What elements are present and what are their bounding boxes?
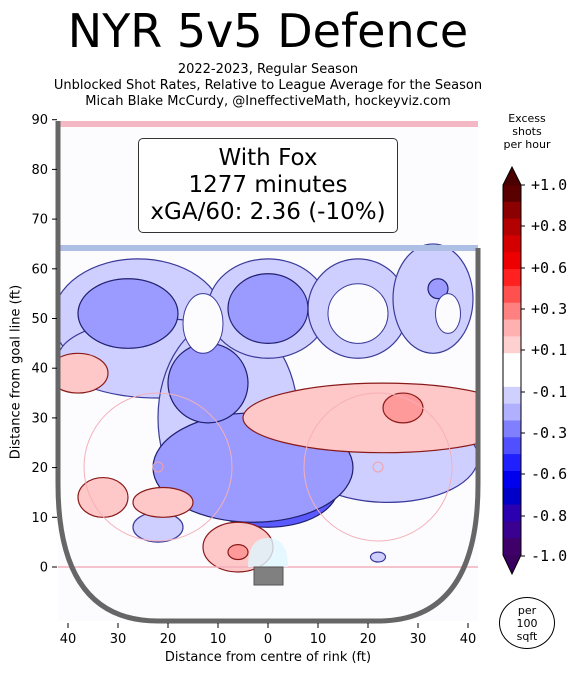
heat-hole xyxy=(435,293,461,334)
colorbar-segment xyxy=(503,420,521,438)
per100-line: per xyxy=(517,603,537,617)
x-tick-label: 10 xyxy=(310,632,327,647)
subtitle-author: Micah Blake McCurdy, @IneffectiveMath, h… xyxy=(85,94,451,109)
colorbar-segment xyxy=(503,386,521,405)
colorbar-segment xyxy=(503,319,521,337)
heat-hole xyxy=(327,283,389,344)
info-xga: xGA/60: 2.36 (-10%) xyxy=(150,199,386,225)
per100-line: sqft xyxy=(516,629,538,643)
colorbar-segment xyxy=(503,302,521,321)
y-tick-label: 90 xyxy=(31,113,48,128)
y-tick-label: 20 xyxy=(31,461,48,476)
colorbar-segment xyxy=(503,470,521,489)
y-tick-label: 40 xyxy=(31,362,48,377)
colorbar-title: Excess shots per hour xyxy=(496,112,558,151)
y-axis-label: Distance from goal line (ft) xyxy=(8,284,24,460)
x-axis-label: Distance from centre of rink (ft) xyxy=(164,650,372,665)
info-minutes: 1277 minutes xyxy=(188,172,348,198)
colorbar-label: +0.8 xyxy=(531,217,567,235)
faceoff-circle-right xyxy=(303,392,453,542)
colorbar: +1.0 +0.8 +0.6 +0.3 +0.1 -0.1 -0.3 -0.6 -0.8 -1.0 xyxy=(502,165,567,576)
colorbar-segment xyxy=(503,218,521,236)
x-tick-label: 30 xyxy=(110,632,127,647)
heat-region xyxy=(77,278,179,349)
heat-hole xyxy=(182,293,224,354)
colorbar-label: +1.0 xyxy=(531,176,567,194)
info-box: With Fox 1277 minutes xGA/60: 2.36 (-10%… xyxy=(138,138,398,233)
heat-region xyxy=(427,278,449,300)
info-player: With Fox xyxy=(218,145,318,171)
colorbar-label: -0.1 xyxy=(531,383,567,401)
colorbar-label: -1.0 xyxy=(531,547,567,565)
colorbar-label: -0.6 xyxy=(531,465,567,483)
goal-crease xyxy=(248,538,288,567)
colorbar-segment xyxy=(503,403,521,421)
colorbar-title-line: shots xyxy=(512,125,542,138)
y-tick-label: 60 xyxy=(31,262,48,277)
heat-region xyxy=(58,352,109,394)
x-tick-label: 30 xyxy=(410,632,427,647)
rink-boards xyxy=(55,121,481,624)
faceoff-dot-left xyxy=(152,461,164,473)
colorbar-label: -0.8 xyxy=(531,507,567,525)
colorbar-arrow-bottom xyxy=(503,555,521,574)
heat-region xyxy=(77,476,129,518)
x-tick-label: 20 xyxy=(160,632,177,647)
colorbar-segment xyxy=(503,201,521,220)
colorbar-segment xyxy=(503,437,521,455)
subtitle-description: Unblocked Shot Rates, Relative to League… xyxy=(53,78,483,93)
colorbar-segment xyxy=(503,185,521,203)
colorbar-segment xyxy=(503,285,521,304)
colorbar-segment xyxy=(503,269,521,287)
colorbar-label: +0.6 xyxy=(531,259,567,277)
colorbar-segment xyxy=(503,504,521,522)
colorbar-segment xyxy=(503,454,521,472)
subtitle-season: 2022-2023, Regular Season xyxy=(177,62,359,77)
colorbar-segment xyxy=(503,235,521,253)
colorbar-label: -0.3 xyxy=(531,424,567,442)
colorbar-title-line: per hour xyxy=(503,138,551,151)
per-100-sqft-badge: per 100 sqft xyxy=(499,597,555,649)
colorbar-segment xyxy=(503,370,521,388)
colorbar-segment xyxy=(503,336,521,354)
heat-region xyxy=(132,486,194,518)
colorbar-outline xyxy=(502,165,522,576)
heat-region xyxy=(227,544,249,561)
faceoff-dot-right xyxy=(372,461,384,473)
heat-region xyxy=(227,273,309,344)
colorbar-segment xyxy=(503,538,521,556)
colorbar-segment xyxy=(503,487,521,506)
y-tick-label: 70 xyxy=(31,213,48,228)
heat-region xyxy=(392,243,474,354)
colorbar-segment xyxy=(503,521,521,539)
x-tick-label: 0 xyxy=(264,632,272,647)
heat-region xyxy=(369,551,387,563)
y-tick-label: 80 xyxy=(31,163,48,178)
x-tick-label: 10 xyxy=(210,632,227,647)
x-tick-label: 20 xyxy=(360,632,377,647)
colorbar-label: +0.3 xyxy=(531,300,567,318)
y-tick-label: 10 xyxy=(31,511,48,526)
y-tick-label: 30 xyxy=(31,411,48,426)
colorbar-title-line: Excess xyxy=(508,112,546,125)
colorbar-arrow-top xyxy=(503,167,521,185)
faceoff-circle-left xyxy=(83,392,233,542)
goal-net xyxy=(253,566,284,586)
x-tick-label: 40 xyxy=(60,632,77,647)
colorbar-label: +0.1 xyxy=(531,341,567,359)
heat-region xyxy=(167,342,249,424)
per100-line: 100 xyxy=(516,616,538,630)
colorbar-segment xyxy=(503,353,521,371)
x-tick-label: 40 xyxy=(460,632,477,647)
y-tick-label: 50 xyxy=(31,312,48,327)
colorbar-segment xyxy=(503,252,521,270)
chart-title: NYR 5v5 Defence xyxy=(67,4,469,58)
y-tick-label: 0 xyxy=(40,561,48,576)
heat-region xyxy=(242,382,478,454)
